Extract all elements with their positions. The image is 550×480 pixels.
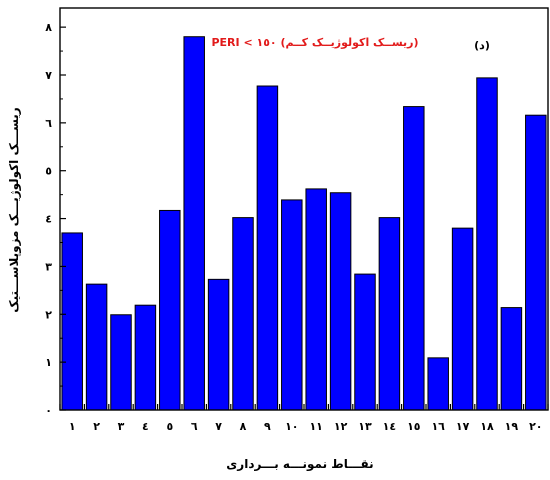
bar-12 — [329, 192, 352, 411]
y-tick-label-1: ۱ — [45, 356, 52, 369]
bar-19 — [500, 307, 523, 411]
x-tick-label-19: ۱۹ — [505, 420, 519, 433]
x-tick-label-13: ۱۳ — [358, 420, 372, 433]
panel-label: (د) — [474, 39, 490, 52]
bar-2 — [85, 283, 108, 411]
y-tick-label-0: ۰ — [45, 404, 52, 417]
x-tick-label-8: ۸ — [240, 420, 247, 433]
x-tick-label-4: ٤ — [142, 420, 149, 433]
bars-layer — [61, 36, 547, 411]
bar-8 — [232, 217, 254, 411]
x-tick-label-18: ۱۸ — [480, 420, 494, 433]
x-tick-label-20: ۲۰ — [529, 420, 542, 433]
bar-4 — [134, 304, 157, 411]
y-axis-title: ریســـک اکولوژیـــک مزوپلاســـتیک — [7, 107, 22, 312]
bar-11 — [305, 188, 327, 411]
x-tick-label-14: ۱٤ — [383, 420, 396, 433]
bar-7 — [207, 278, 230, 411]
y-tick-label-8: ۸ — [45, 21, 52, 34]
axes-layer — [59, 7, 549, 411]
bar-17 — [451, 227, 474, 411]
bar-20 — [525, 114, 547, 411]
bar-10 — [281, 199, 303, 411]
bar-5 — [159, 209, 181, 411]
x-tick-label-12: ۱۲ — [334, 420, 348, 433]
bar-1 — [61, 232, 83, 411]
x-tick-label-2: ۲ — [93, 420, 100, 433]
y-tick-label-6: ٦ — [45, 117, 52, 130]
x-tick-label-9: ۹ — [264, 420, 271, 433]
x-tick-label-16: ۱٦ — [431, 420, 445, 433]
x-tick-label-17: ۱۷ — [456, 420, 470, 433]
x-tick-label-7: ۷ — [215, 420, 222, 433]
x-tick-label-6: ٦ — [191, 420, 198, 433]
y-tick-label-2: ۲ — [45, 308, 52, 321]
bar-14 — [378, 217, 401, 411]
bar-3 — [110, 314, 132, 411]
bar-13 — [354, 273, 376, 411]
bar-18 — [476, 77, 498, 411]
x-tick-label-11: ۱۱ — [309, 420, 322, 433]
bar-15 — [403, 106, 425, 411]
y-tick-label-3: ۳ — [45, 260, 52, 273]
bar-6 — [183, 36, 205, 411]
plot-frame — [59, 7, 549, 411]
x-axis-title: نقـــاط نمونـــه بـــرداری — [226, 457, 373, 472]
bar-9 — [256, 85, 279, 411]
x-tick-label-3: ۳ — [118, 420, 125, 433]
y-tick-label-7: ۷ — [45, 69, 52, 82]
y-tick-label-4: ٤ — [45, 213, 52, 226]
y-tick-label-5: ٥ — [45, 165, 52, 178]
x-tick-label-10: ۱۰ — [285, 420, 298, 433]
bar-16 — [427, 357, 449, 411]
x-tick-label-5: ٥ — [166, 420, 173, 433]
x-tick-label-1: ۱ — [69, 420, 76, 433]
x-tick-label-15: ۱٥ — [407, 420, 421, 433]
annotation-text: PERI < ۱٥۰ (ریســک اکولوژیــک کــم) — [211, 36, 418, 49]
